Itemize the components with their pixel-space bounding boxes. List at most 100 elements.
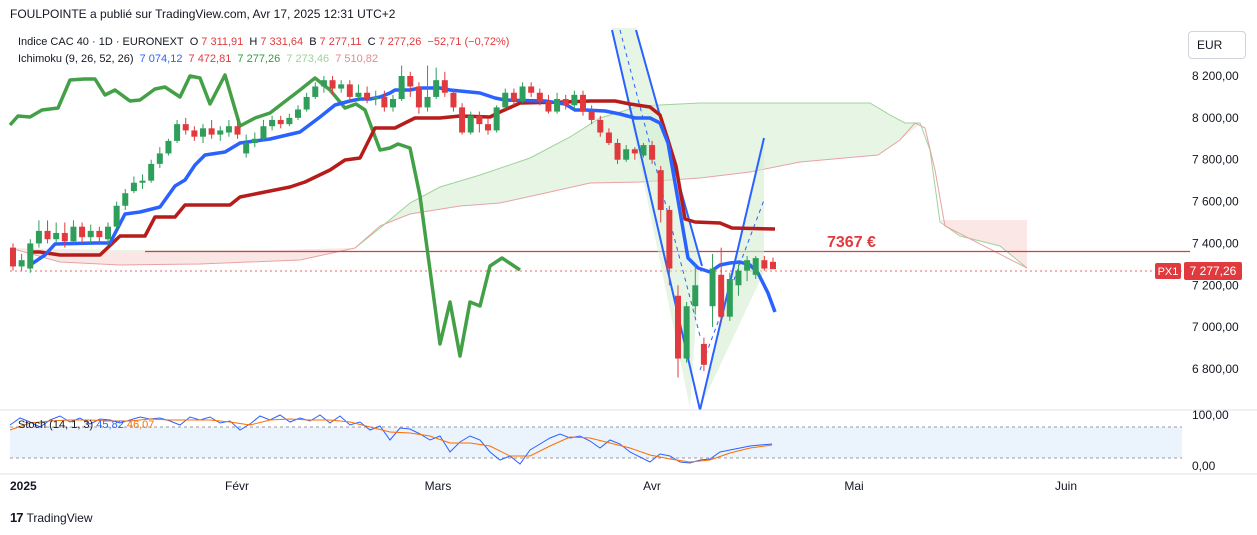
channel-up-line bbox=[699, 137, 765, 411]
price-tick-label: 7 000,00 bbox=[1192, 320, 1239, 334]
price-tick-label: 7 800,00 bbox=[1192, 153, 1239, 167]
candle-body bbox=[18, 260, 25, 267]
close-value: 7 277,26 bbox=[378, 36, 422, 48]
candle-body bbox=[588, 111, 595, 120]
time-tick-label: Mars bbox=[425, 479, 452, 493]
price-tick-label: 7 400,00 bbox=[1192, 236, 1239, 250]
candle-body bbox=[675, 295, 681, 359]
candle-body bbox=[217, 130, 224, 135]
brand-name: TradingView bbox=[26, 510, 93, 525]
price-tick-label: 8 000,00 bbox=[1192, 111, 1239, 125]
last-price-tag-label: PX1 bbox=[1158, 266, 1179, 278]
ichimoku-kijun-value: 7 472,81 bbox=[188, 53, 232, 65]
candle-body bbox=[355, 92, 362, 97]
channel-shade bbox=[612, 28, 764, 408]
candle-body bbox=[96, 230, 103, 238]
candle-body bbox=[346, 84, 353, 97]
time-tick-label: Févr bbox=[225, 479, 249, 493]
candle-body bbox=[571, 94, 578, 106]
candle-body bbox=[372, 96, 379, 100]
low-value: 7 277,11 bbox=[319, 36, 362, 48]
tradingview-logo-icon: 17 bbox=[10, 510, 24, 525]
ichimoku-span-a-value: 7 273,46 bbox=[286, 53, 330, 65]
candle-body bbox=[381, 96, 388, 108]
open-label: O bbox=[189, 36, 199, 48]
candle-body bbox=[251, 138, 258, 143]
candle-body bbox=[390, 99, 396, 108]
candle-body bbox=[364, 92, 371, 100]
kumo-cloud-red bbox=[940, 220, 1027, 268]
candle-body bbox=[243, 142, 250, 154]
candle-body bbox=[770, 261, 776, 270]
time-tick-label: Juin bbox=[1055, 479, 1077, 493]
candle-body bbox=[165, 140, 172, 154]
candle-body bbox=[286, 117, 293, 125]
candles bbox=[10, 65, 776, 378]
candle-body bbox=[761, 260, 768, 269]
tradingview-brand[interactable]: 17 TradingView bbox=[10, 510, 93, 525]
candle-body bbox=[148, 163, 155, 181]
candle-body bbox=[139, 180, 146, 183]
candle-body bbox=[182, 124, 189, 131]
candle-body bbox=[744, 260, 751, 271]
stoch-legend: Stoch (14, 1, 3) 45,82 46,07 bbox=[18, 419, 154, 431]
price-tick-label: 8 200,00 bbox=[1192, 69, 1239, 83]
senkou-span-b-line bbox=[9, 122, 1028, 269]
price-tick-label: 6 800,00 bbox=[1192, 362, 1239, 376]
candle-body bbox=[510, 92, 517, 102]
candle-body bbox=[61, 232, 68, 242]
currency-button[interactable]: EUR bbox=[1188, 31, 1246, 59]
candle-body bbox=[450, 92, 457, 108]
candle-body bbox=[200, 128, 206, 137]
candle-body bbox=[130, 182, 137, 192]
stoch-d-value: 46,07 bbox=[126, 419, 155, 431]
candle-body bbox=[666, 209, 673, 269]
candle-body bbox=[441, 80, 448, 93]
candle-body bbox=[545, 101, 552, 112]
ichimoku-tenkan-value: 7 074,12 bbox=[139, 53, 183, 65]
candle-body bbox=[718, 274, 725, 317]
candle-body bbox=[208, 128, 215, 135]
time-tick-label: Mai bbox=[844, 479, 863, 493]
candle-body bbox=[105, 226, 111, 240]
candle-body bbox=[312, 86, 319, 97]
stoch-k-line bbox=[9, 414, 773, 465]
candle-body bbox=[424, 96, 431, 108]
candle-body bbox=[683, 306, 690, 359]
candle-body bbox=[174, 124, 181, 141]
ichimoku-label: Ichimoku (9, 26, 52, 26) bbox=[18, 53, 134, 65]
price-tick-label: 7 600,00 bbox=[1192, 195, 1239, 209]
candle-body bbox=[528, 86, 535, 93]
candle-body bbox=[191, 130, 198, 137]
candle-body bbox=[234, 126, 241, 135]
stoch-band bbox=[10, 427, 1182, 458]
candle-body bbox=[752, 258, 759, 275]
stoch-k-value: 45,82 bbox=[96, 419, 124, 431]
stoch-tick-label: 0,00 bbox=[1192, 459, 1216, 473]
ichimoku-legend-row: Ichimoku (9, 26, 52, 26) 7 074,12 7 472,… bbox=[18, 51, 512, 68]
open-value: 7 311,91 bbox=[201, 36, 244, 48]
candle-body bbox=[485, 124, 491, 131]
candle-body bbox=[44, 230, 51, 240]
candle-body bbox=[53, 232, 60, 240]
close-label: C bbox=[367, 36, 376, 48]
candle-body bbox=[502, 92, 509, 108]
symbol-name: Indice CAC 40 · 1D · EURONEXT bbox=[18, 36, 184, 48]
high-value: 7 331,64 bbox=[260, 36, 304, 48]
candle-body bbox=[649, 145, 656, 160]
candle-body bbox=[467, 115, 474, 133]
time-axis: 2025 Févr Mars Avr Mai Juin bbox=[10, 479, 1077, 493]
chikou-span-line bbox=[8, 73, 521, 358]
candle-body bbox=[580, 94, 586, 112]
last-price-tag: PX1 7 277,26 bbox=[1155, 262, 1242, 280]
candle-body bbox=[269, 119, 276, 127]
candle-body bbox=[433, 80, 440, 97]
time-tick-label: 2025 bbox=[10, 479, 37, 493]
annotation-7367: 7367 € bbox=[827, 234, 876, 251]
candle-body bbox=[605, 132, 612, 143]
change-value: −52,71 (−0,72%) bbox=[427, 36, 510, 48]
candle-body bbox=[657, 170, 664, 210]
